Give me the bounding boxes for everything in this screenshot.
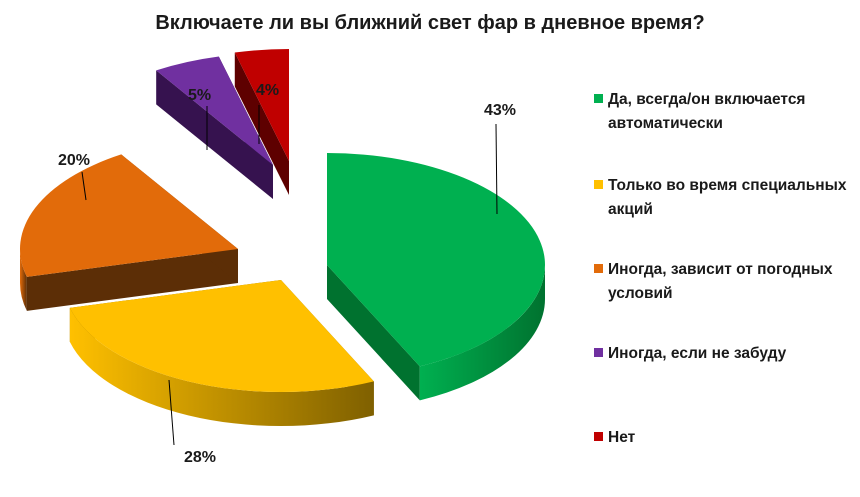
- pie-slice-top-1: [69, 280, 374, 393]
- leader-line-0: [495, 123, 498, 215]
- pie-slice-wall-0-1: [327, 265, 420, 401]
- legend-label-forget: Иногда, если не забуду: [608, 345, 787, 362]
- data-label-0: 43%: [484, 102, 516, 119]
- data-label-3: 5%: [188, 87, 211, 104]
- legend-swatch-weather: [594, 264, 603, 273]
- legend-label-always: Да, всегда/он включается автоматически: [608, 91, 806, 132]
- data-label-1: 28%: [184, 449, 216, 466]
- pie-slice-3: [156, 56, 273, 200]
- pie-slice-2: [19, 154, 238, 311]
- legend-swatch-always: [594, 94, 603, 103]
- pie-slice-wall-2-0: [26, 249, 238, 311]
- pie-slice-top-0: [327, 153, 545, 367]
- data-label-4: 4%: [256, 82, 279, 99]
- pie-slice-side-2-0: [20, 249, 27, 311]
- data-label-2: 20%: [58, 152, 90, 169]
- legend-swatch-no: [594, 432, 603, 441]
- legend-label-promo: Только во время специальных акций: [608, 177, 847, 218]
- legend-label-no: Нет: [608, 429, 636, 446]
- legend-swatch-forget: [594, 348, 603, 357]
- pie-slice-side-1-0: [69, 307, 374, 426]
- chart-title: Включаете ли вы ближний свет фар в дневн…: [155, 12, 705, 34]
- pie-slice-top-3: [156, 56, 273, 165]
- pie-slice-top-2: [19, 154, 238, 277]
- legend-swatch-promo: [594, 180, 603, 189]
- pie-slice-wall-4-0: [234, 52, 289, 196]
- pie-slice-4: [234, 49, 289, 196]
- leader-line-2: [81, 171, 87, 201]
- pie-slice-1: [69, 280, 374, 426]
- pie-slice-side-0-0: [419, 265, 545, 401]
- leader-line-1: [168, 379, 175, 446]
- pie-slice-0: [327, 153, 545, 401]
- pie-slice-wall-3-0: [156, 70, 273, 199]
- pie-slice-top-4: [234, 49, 289, 161]
- legend-label-weather: Иногда, зависит от погодных условий: [608, 261, 833, 302]
